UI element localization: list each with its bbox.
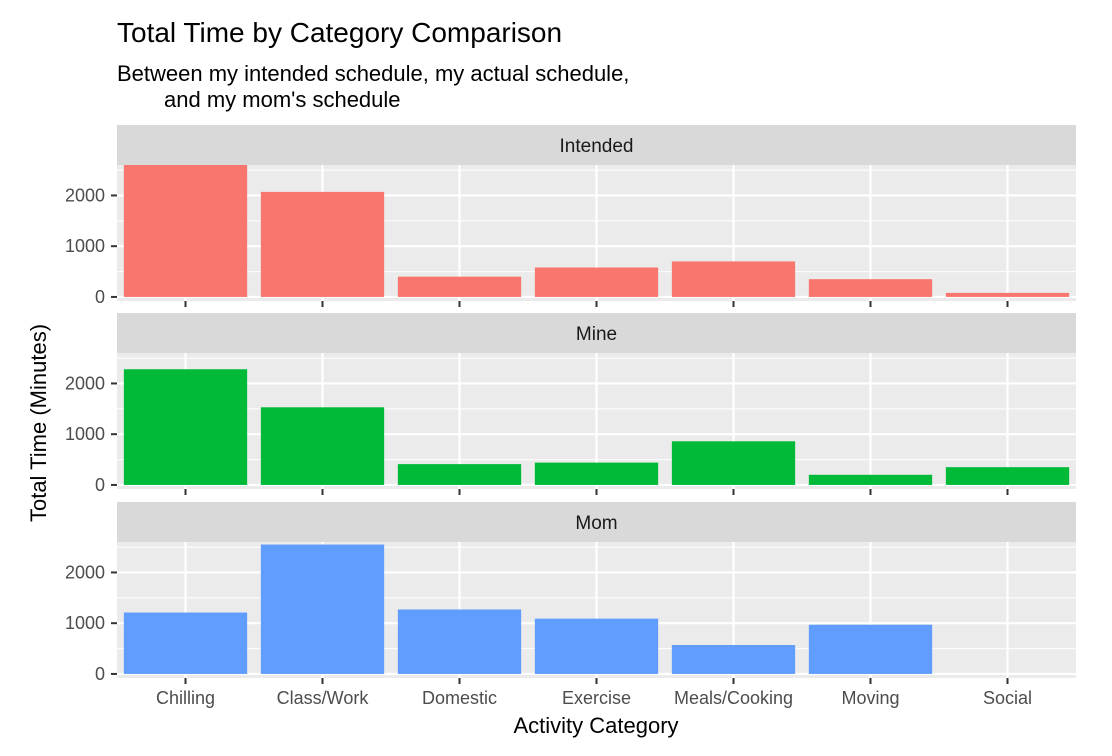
- y-tick-label: 0: [95, 664, 105, 684]
- bar-mine-domestic: [397, 464, 522, 485]
- bar-intended-exercise: [534, 267, 659, 297]
- x-tick-label: Chilling: [156, 688, 215, 708]
- y-tick-label: 2000: [65, 562, 105, 582]
- y-tick-label: 2000: [65, 373, 105, 393]
- chart-title: Total Time by Category Comparison: [117, 17, 562, 48]
- bar-mine-chilling: [123, 369, 248, 485]
- bar-mom-exercise: [534, 618, 659, 674]
- x-tick-label: Domestic: [422, 688, 497, 708]
- bar-mom-moving: [808, 624, 933, 674]
- chart-subtitle-line-2: and my mom's schedule: [164, 87, 401, 112]
- x-axis: Chilling Class/Work Domestic Exercise Meals/…: [156, 688, 1032, 708]
- bar-mine-moving: [808, 474, 933, 485]
- bar-intended-class-work: [260, 191, 385, 297]
- x-axis-title: Activity Category: [513, 713, 678, 738]
- facet-mine: Mine 0 1000 2000: [65, 313, 1076, 495]
- x-tick-label: Class/Work: [277, 688, 370, 708]
- x-tick-label: Social: [983, 688, 1032, 708]
- x-tick-label: Exercise: [562, 688, 631, 708]
- bar-intended-moving: [808, 279, 933, 297]
- facet-panels: Intended 0 1000 2000 Mine 0 1000 2000 Mom 0 1000 20…: [65, 125, 1076, 684]
- bar-mine-meals-cooking: [671, 441, 796, 485]
- chart-subtitle-line-1: Between my intended schedule, my actual …: [117, 61, 629, 86]
- y-axis-title: Total Time (Minutes): [26, 324, 51, 522]
- x-tick-label: Moving: [841, 688, 899, 708]
- bar-intended-meals-cooking: [671, 261, 796, 297]
- facet-strip: [117, 502, 1076, 542]
- y-tick-label: 0: [95, 475, 105, 495]
- y-tick-label: 1000: [65, 424, 105, 444]
- bar-mom-class-work: [260, 544, 385, 674]
- y-tick-label: 0: [95, 287, 105, 307]
- facet-strip-label: Mine: [576, 324, 617, 345]
- bar-intended-domestic: [397, 276, 522, 297]
- bar-mom-domestic: [397, 609, 522, 674]
- bar-mom-chilling: [123, 612, 248, 674]
- bar-mine-class-work: [260, 407, 385, 485]
- facet-intended: Intended 0 1000 2000: [65, 125, 1076, 307]
- bar-mine-exercise: [534, 462, 659, 485]
- bar-mine-social: [945, 467, 1070, 485]
- y-tick-label: 2000: [65, 185, 105, 205]
- x-tick-label: Meals/Cooking: [674, 688, 793, 708]
- facet-mom: Mom 0 1000 2000: [65, 502, 1076, 684]
- facet-strip: [117, 125, 1076, 165]
- facet-strip-label: Mom: [575, 513, 617, 534]
- facet-strip: [117, 313, 1076, 353]
- bar-intended-chilling: [123, 165, 248, 297]
- y-tick-label: 1000: [65, 236, 105, 256]
- bar-intended-social: [945, 292, 1070, 297]
- y-tick-label: 1000: [65, 613, 105, 633]
- bar-mom-meals-cooking: [671, 645, 796, 674]
- facet-strip-label: Intended: [560, 136, 634, 157]
